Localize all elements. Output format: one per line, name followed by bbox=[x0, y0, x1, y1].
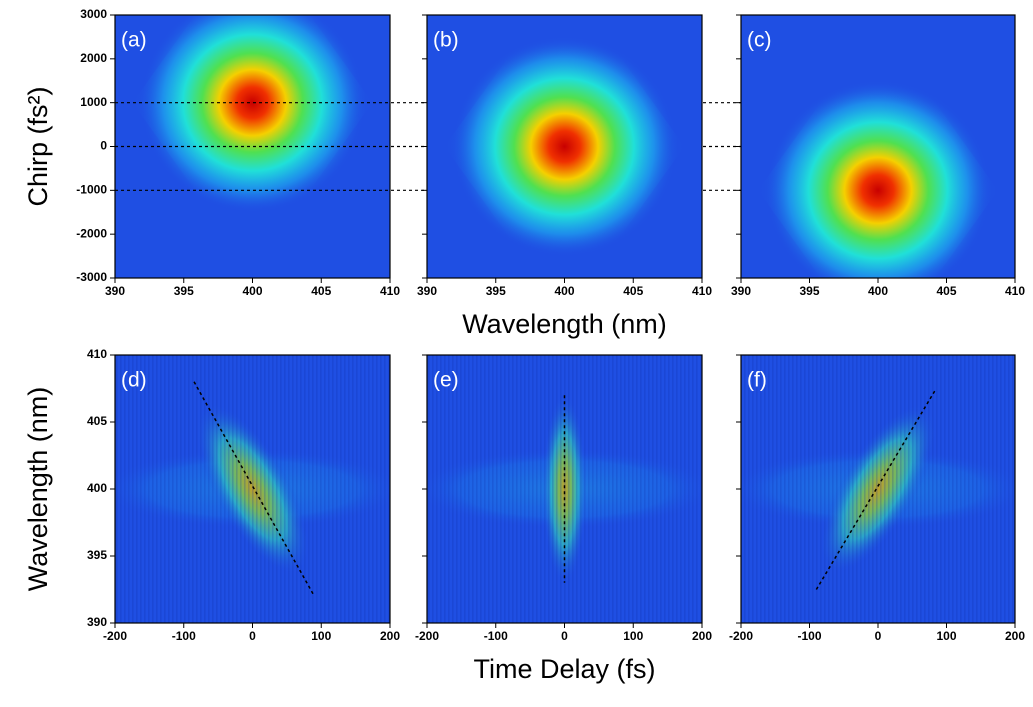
x-tick-label: 405 bbox=[623, 284, 643, 298]
panel-label: (e) bbox=[433, 369, 459, 392]
x-tick-label: 400 bbox=[868, 284, 888, 298]
x-axis-label: Time Delay (fs) bbox=[473, 654, 655, 684]
x-axis-label: Wavelength (nm) bbox=[462, 309, 667, 339]
x-tick-label: 390 bbox=[105, 284, 125, 298]
y-tick-label: 395 bbox=[87, 548, 107, 562]
x-tick-label: 410 bbox=[380, 284, 400, 298]
x-tick-label: 200 bbox=[380, 629, 400, 643]
panel-label: (b) bbox=[433, 29, 459, 52]
y-tick-label: 405 bbox=[87, 414, 107, 428]
y-tick-label: 2000 bbox=[80, 51, 107, 65]
x-tick-label: 395 bbox=[174, 284, 194, 298]
x-tick-label: 390 bbox=[731, 284, 751, 298]
y-axis-label: Wavelength (nm) bbox=[23, 387, 53, 592]
peak bbox=[766, 80, 990, 278]
x-tick-label: 395 bbox=[486, 284, 506, 298]
x-tick-label: 100 bbox=[623, 629, 643, 643]
x-tick-label: 400 bbox=[242, 284, 262, 298]
x-tick-label: 100 bbox=[936, 629, 956, 643]
peak bbox=[140, 15, 365, 213]
x-tick-label: 405 bbox=[936, 284, 956, 298]
x-tick-label: 390 bbox=[417, 284, 437, 298]
plot-area bbox=[115, 15, 390, 278]
panel-label: (c) bbox=[747, 29, 772, 52]
x-tick-label: 200 bbox=[1005, 629, 1025, 643]
y-tick-label: 390 bbox=[87, 615, 107, 629]
plot-area bbox=[115, 355, 390, 623]
y-axis-label: Chirp (fs²) bbox=[23, 87, 53, 207]
plot-area bbox=[427, 15, 702, 278]
x-tick-label: -200 bbox=[103, 629, 127, 643]
plots: 390 395 400 405 410-3000-2000-10000100020003… bbox=[23, 7, 1025, 684]
x-tick-label: 400 bbox=[554, 284, 574, 298]
y-tick-label: 0 bbox=[100, 139, 107, 153]
fringes bbox=[115, 355, 390, 623]
fringes bbox=[741, 355, 1015, 623]
plot-area bbox=[741, 355, 1015, 623]
y-tick-label: -1000 bbox=[76, 183, 107, 197]
fringes bbox=[427, 355, 702, 623]
peak bbox=[452, 36, 677, 257]
x-tick-label: 410 bbox=[1005, 284, 1025, 298]
y-tick-label: 1000 bbox=[80, 95, 107, 109]
plot-area bbox=[741, 15, 1015, 278]
x-tick-label: -100 bbox=[797, 629, 821, 643]
y-tick-label: -2000 bbox=[76, 226, 107, 240]
x-tick-label: -200 bbox=[415, 629, 439, 643]
y-tick-label: 3000 bbox=[80, 7, 107, 21]
x-tick-label: -100 bbox=[172, 629, 196, 643]
panel-label: (d) bbox=[121, 369, 147, 392]
x-tick-label: 395 bbox=[799, 284, 819, 298]
x-tick-label: 100 bbox=[311, 629, 331, 643]
x-tick-label: 0 bbox=[875, 629, 882, 643]
x-tick-label: -200 bbox=[729, 629, 753, 643]
plot-area bbox=[427, 355, 702, 623]
x-tick-label: 405 bbox=[311, 284, 331, 298]
panel-label: (f) bbox=[747, 369, 767, 392]
trace-line bbox=[193, 381, 316, 597]
x-tick-label: -100 bbox=[484, 629, 508, 643]
panel-label: (a) bbox=[121, 29, 147, 52]
x-tick-label: 200 bbox=[692, 629, 712, 643]
y-tick-label: 400 bbox=[87, 481, 107, 495]
y-tick-label: 410 bbox=[87, 347, 107, 361]
y-tick-label: -3000 bbox=[76, 270, 107, 284]
x-tick-label: 0 bbox=[249, 629, 256, 643]
x-tick-label: 410 bbox=[692, 284, 712, 298]
x-tick-label: 0 bbox=[561, 629, 568, 643]
